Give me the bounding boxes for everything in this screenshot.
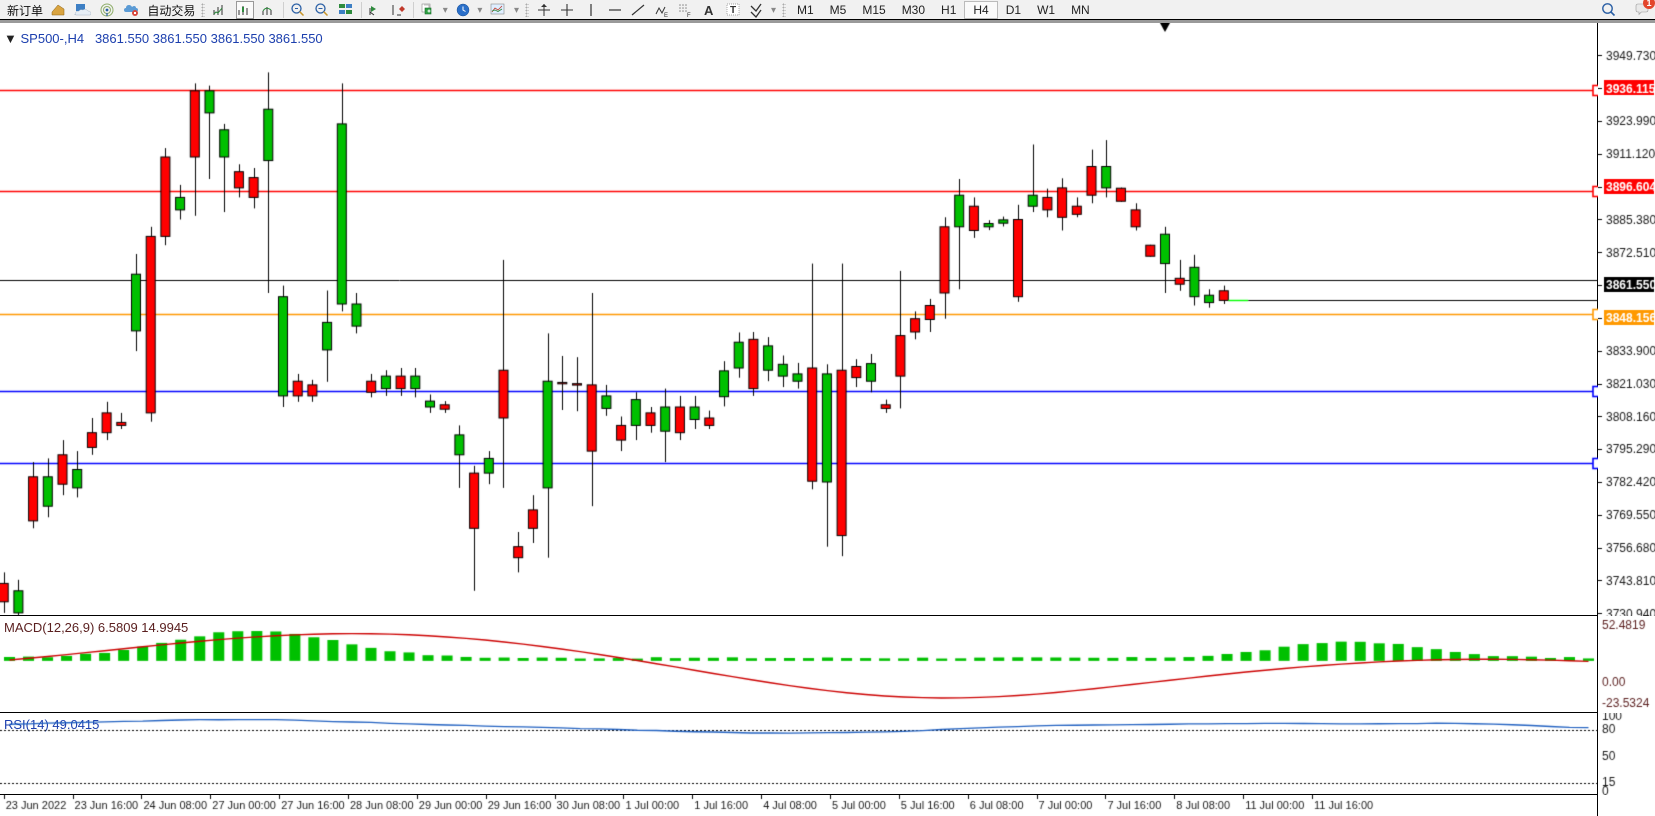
svg-text:T: T [730, 5, 736, 16]
svg-text:F: F [687, 13, 691, 18]
svg-text:A: A [704, 3, 714, 18]
svg-text:E: E [664, 13, 668, 18]
